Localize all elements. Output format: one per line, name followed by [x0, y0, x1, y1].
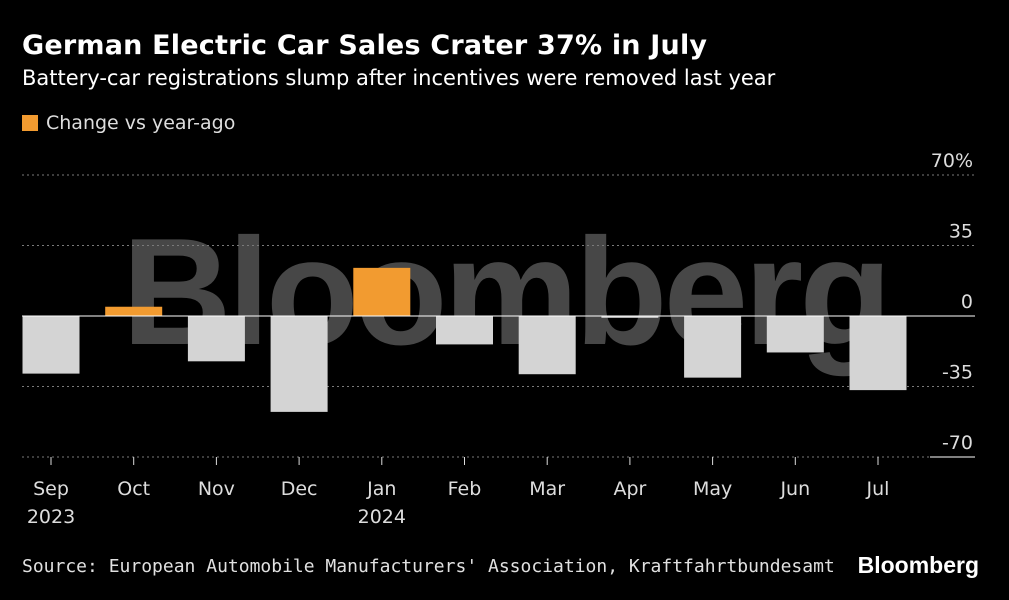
bar: [22, 316, 80, 374]
bar: [436, 316, 493, 345]
x-tick-label: Apr: [613, 478, 646, 500]
bar: [518, 316, 576, 375]
legend: Change vs year-ago: [22, 112, 235, 134]
x-tick-label: Feb: [448, 478, 482, 500]
x-tick-label: Oct: [117, 478, 150, 500]
bar: [105, 306, 163, 316]
x-tick-label: Jul: [866, 478, 890, 500]
x-tick-label: Dec: [281, 478, 318, 500]
x-year-label: 2023: [27, 506, 75, 528]
x-tick-label: Jan: [366, 478, 396, 500]
y-tick-label: 0: [961, 291, 973, 313]
y-tick-label: -35: [942, 362, 973, 384]
x-tick-label: Nov: [198, 478, 235, 500]
y-tick-label: 70%: [931, 150, 973, 172]
y-tick-label: 35: [949, 221, 973, 243]
legend-label: Change vs year-ago: [46, 112, 236, 134]
bar: [849, 316, 907, 391]
bar: [187, 316, 245, 362]
bar: [766, 316, 824, 353]
x-tick-label: May: [693, 478, 732, 500]
x-tick-label: Jun: [779, 478, 810, 500]
bar: [270, 316, 328, 412]
x-tick-label: Mar: [529, 478, 565, 500]
legend-swatch: [22, 115, 38, 131]
x-year-label: 2024: [358, 506, 406, 528]
brand-logo: Bloomberg: [857, 552, 979, 578]
y-tick-label: -70: [942, 432, 973, 454]
source-note: Source: European Automobile Manufacturer…: [22, 556, 835, 577]
bar: [684, 316, 742, 378]
chart-subtitle: Battery-car registrations slump after in…: [22, 66, 776, 90]
bar: [601, 316, 659, 318]
x-tick-label: Sep: [33, 478, 69, 500]
chart-title: German Electric Car Sales Crater 37% in …: [22, 30, 708, 61]
bar: [353, 267, 411, 316]
watermark-text: Bloomberg: [122, 207, 888, 377]
